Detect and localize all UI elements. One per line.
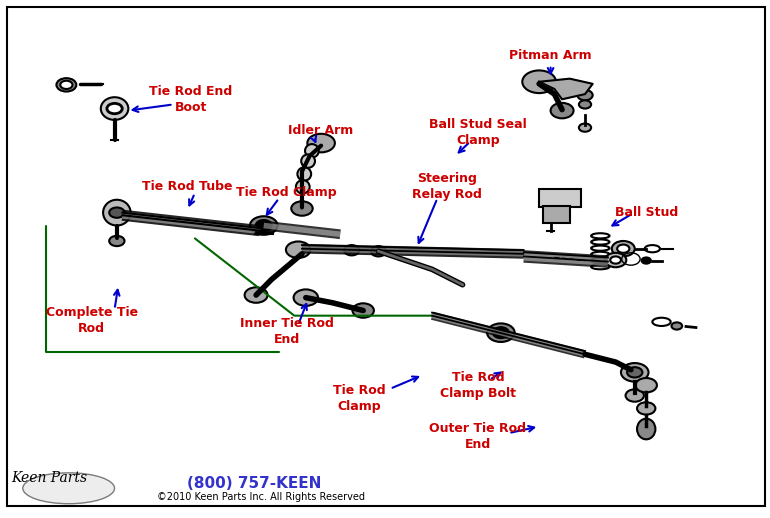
Ellipse shape	[578, 90, 593, 100]
Text: Pitman Arm: Pitman Arm	[509, 49, 592, 62]
Text: Complete Tie
Rod: Complete Tie Rod	[45, 306, 138, 335]
Ellipse shape	[671, 322, 682, 329]
Ellipse shape	[107, 104, 122, 114]
Bar	[539, 190, 581, 208]
Ellipse shape	[487, 323, 514, 342]
Ellipse shape	[296, 180, 310, 194]
Ellipse shape	[305, 144, 319, 157]
Ellipse shape	[612, 241, 634, 256]
Ellipse shape	[301, 154, 315, 168]
Ellipse shape	[641, 257, 651, 264]
Bar	[543, 207, 570, 223]
Text: ©2010 Keen Parts Inc. All Rights Reserved: ©2010 Keen Parts Inc. All Rights Reserve…	[156, 492, 365, 502]
Text: Tie Rod
Clamp: Tie Rod Clamp	[333, 384, 386, 413]
Ellipse shape	[109, 236, 125, 246]
Text: Ball Stud Seal
Clamp: Ball Stud Seal Clamp	[429, 118, 527, 147]
Ellipse shape	[101, 97, 129, 120]
Ellipse shape	[637, 402, 655, 414]
Ellipse shape	[286, 241, 310, 258]
Ellipse shape	[522, 70, 556, 93]
Ellipse shape	[23, 473, 115, 503]
Ellipse shape	[291, 202, 313, 215]
Ellipse shape	[293, 290, 318, 306]
Ellipse shape	[353, 304, 374, 318]
Text: Outer Tie Rod
End: Outer Tie Rod End	[430, 422, 527, 451]
Ellipse shape	[611, 256, 621, 264]
Text: Ball Stud: Ball Stud	[614, 206, 678, 219]
Ellipse shape	[344, 245, 360, 255]
Ellipse shape	[109, 208, 125, 218]
Text: (800) 757-KEEN: (800) 757-KEEN	[187, 476, 322, 491]
Text: Keen Parts: Keen Parts	[12, 470, 88, 484]
Ellipse shape	[307, 134, 335, 152]
Ellipse shape	[297, 167, 311, 181]
Text: Inner Tie Rod
End: Inner Tie Rod End	[239, 316, 333, 346]
Text: Tie Rod End
Boot: Tie Rod End Boot	[149, 85, 233, 114]
Ellipse shape	[103, 200, 131, 225]
Ellipse shape	[621, 363, 648, 382]
Ellipse shape	[637, 419, 655, 439]
Ellipse shape	[635, 378, 657, 393]
Ellipse shape	[245, 287, 267, 303]
Ellipse shape	[605, 253, 626, 267]
Text: Tie Rod Tube: Tie Rod Tube	[142, 180, 233, 193]
Ellipse shape	[579, 123, 591, 132]
Ellipse shape	[617, 244, 629, 253]
Text: Tie Rod Clamp: Tie Rod Clamp	[236, 185, 337, 198]
Ellipse shape	[371, 246, 386, 256]
Text: Steering
Relay Rod: Steering Relay Rod	[413, 172, 482, 202]
Ellipse shape	[250, 216, 277, 235]
Ellipse shape	[494, 327, 508, 338]
Ellipse shape	[256, 220, 271, 231]
Text: Tie Rod
Clamp Bolt: Tie Rod Clamp Bolt	[440, 371, 516, 400]
Ellipse shape	[625, 390, 644, 402]
Ellipse shape	[60, 81, 72, 89]
Ellipse shape	[551, 103, 574, 118]
Text: Idler Arm: Idler Arm	[289, 124, 353, 137]
Polygon shape	[539, 79, 593, 99]
Ellipse shape	[579, 100, 591, 109]
Ellipse shape	[56, 78, 76, 92]
Ellipse shape	[627, 367, 642, 378]
